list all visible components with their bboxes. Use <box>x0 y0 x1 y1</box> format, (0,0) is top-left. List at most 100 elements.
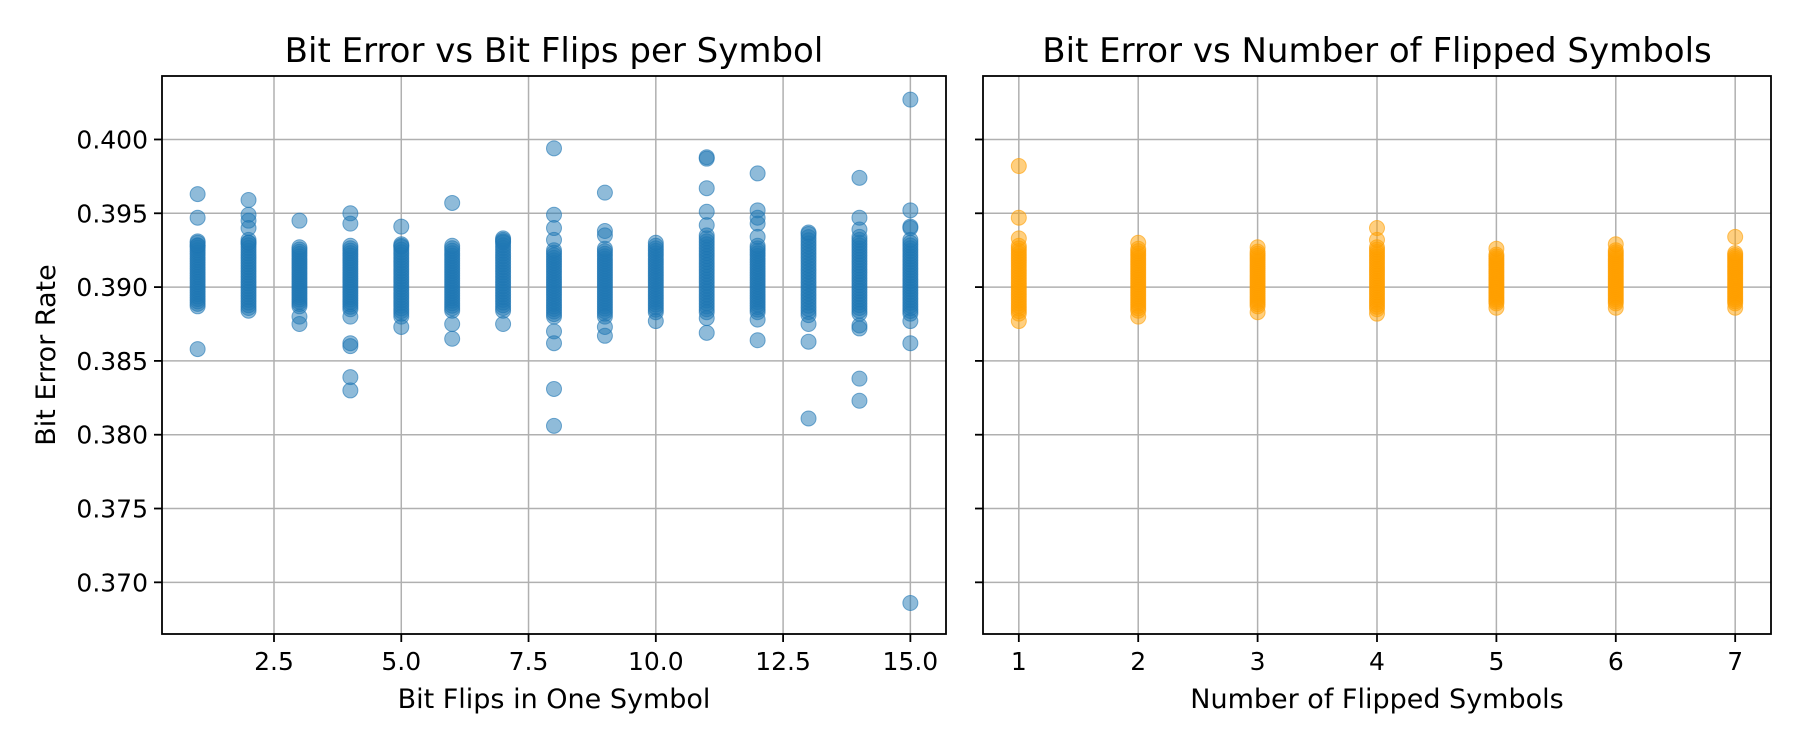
left-data-point <box>342 338 359 355</box>
left-data-point <box>902 313 919 330</box>
left-x-tick-label: 5.0 <box>381 647 421 676</box>
right-data-point <box>1010 158 1027 175</box>
left-data-point <box>342 382 359 399</box>
left-y-tick-label: 0.400 <box>76 125 148 154</box>
left-y-tick-label: 0.390 <box>76 273 148 302</box>
left-data-point <box>546 380 562 397</box>
left-ticks: 2.5 5.0 7.5 10.0 12.5 15.0 0.370 0.375 0.380 0.38… <box>76 125 938 676</box>
left-data-point <box>698 203 715 220</box>
left-data-point <box>647 234 664 251</box>
left-grid <box>162 76 946 634</box>
left-data-point <box>851 392 868 409</box>
right-data-point <box>1369 305 1385 322</box>
left-data-point <box>851 228 868 245</box>
right-data-point <box>1607 236 1624 253</box>
left-data-point <box>444 194 461 211</box>
left-panel: 2.5 5.0 7.5 10.0 12.5 15.0 0.370 0.375 0.380 0.38… <box>31 31 947 715</box>
right-data-point <box>1130 234 1147 251</box>
left-data-point <box>698 217 715 234</box>
right-data-point <box>1010 209 1027 226</box>
right-x-tick-label: 7 <box>1727 647 1743 676</box>
left-data-point <box>291 212 308 229</box>
right-data-point <box>1727 299 1744 316</box>
left-data-point <box>647 313 664 330</box>
left-data-point <box>749 311 766 328</box>
left-data-point <box>393 318 410 335</box>
left-data-point <box>596 227 613 244</box>
left-data-point <box>342 369 359 386</box>
left-x-axis-label: Bit Flips in One Symbol <box>398 684 711 715</box>
left-data-point <box>596 184 613 201</box>
left-data-point <box>240 234 257 251</box>
left-y-tick-label: 0.395 <box>76 199 148 228</box>
left-data-point <box>342 308 359 325</box>
left-plot-frame <box>161 75 947 635</box>
left-data-point <box>189 186 206 203</box>
left-data-point <box>596 327 613 344</box>
left-data-point <box>495 316 512 332</box>
left-data-point <box>546 206 562 223</box>
left-y-tick-label: 0.380 <box>76 421 148 450</box>
left-x-tick-label: 2.5 <box>254 647 294 676</box>
right-data-point <box>1010 313 1027 330</box>
right-data-point <box>1010 230 1027 247</box>
left-data-point <box>291 316 308 332</box>
left-data-point <box>851 370 868 387</box>
right-x-tick-label: 4 <box>1369 647 1385 676</box>
left-data-point <box>698 310 715 327</box>
left-data-point <box>546 140 562 157</box>
left-chart-title: Bit Error vs Bit Flips per Symbol <box>285 31 824 71</box>
left-x-tick-label: 7.5 <box>509 647 549 676</box>
left-y-tick-label: 0.370 <box>76 568 148 597</box>
left-data-point <box>444 330 461 347</box>
left-data-point <box>902 231 919 248</box>
right-data-point <box>1488 299 1505 316</box>
right-data-point <box>1727 228 1744 245</box>
left-x-tick-label: 12.5 <box>755 647 811 676</box>
right-data-point <box>1369 231 1385 248</box>
left-data-point <box>596 240 613 257</box>
left-data-point <box>902 91 919 108</box>
left-data-point <box>546 231 562 248</box>
left-data-point <box>902 595 919 611</box>
right-grid <box>983 76 1771 634</box>
right-x-tick-label: 5 <box>1488 647 1504 676</box>
left-data-point <box>393 237 410 254</box>
left-data-point <box>800 316 817 332</box>
right-data-point <box>1607 299 1624 316</box>
left-data-point <box>189 341 206 358</box>
left-data-point <box>546 417 562 434</box>
right-panel: 1 2 3 4 5 6 7 Bit Error vs Number of Flipped S… <box>975 31 1772 715</box>
left-x-tick-label: 10.0 <box>628 647 684 676</box>
right-chart-title: Bit Error vs Number of Flipped Symbols <box>1042 31 1712 71</box>
left-data-point <box>800 224 817 241</box>
left-points <box>189 91 919 611</box>
left-data-point <box>902 335 919 352</box>
right-data-point <box>1249 304 1266 321</box>
left-data-point <box>240 192 257 208</box>
left-data-point <box>495 233 512 250</box>
right-ticks: 1 2 3 4 5 6 7 <box>975 138 1743 676</box>
left-data-point <box>189 209 206 226</box>
left-data-point <box>851 169 868 186</box>
left-data-point <box>546 335 562 352</box>
left-y-axis-label: Bit Error Rate <box>31 264 62 446</box>
left-data-point <box>393 218 410 235</box>
left-data-point <box>698 150 715 167</box>
right-data-point <box>1130 308 1147 325</box>
left-data-point <box>240 220 257 237</box>
left-data-point <box>698 324 715 341</box>
left-data-point <box>800 333 817 350</box>
left-data-point <box>800 410 817 427</box>
left-data-point <box>749 332 766 349</box>
left-data-point <box>851 320 868 337</box>
right-data-point <box>1249 239 1266 256</box>
right-x-tick-label: 6 <box>1608 647 1624 676</box>
left-data-point <box>189 237 206 254</box>
left-data-point <box>342 215 359 232</box>
left-data-point <box>291 239 308 256</box>
right-data-point <box>1488 240 1505 257</box>
left-x-tick-label: 15.0 <box>883 647 939 676</box>
right-x-tick-label: 1 <box>1011 647 1027 676</box>
